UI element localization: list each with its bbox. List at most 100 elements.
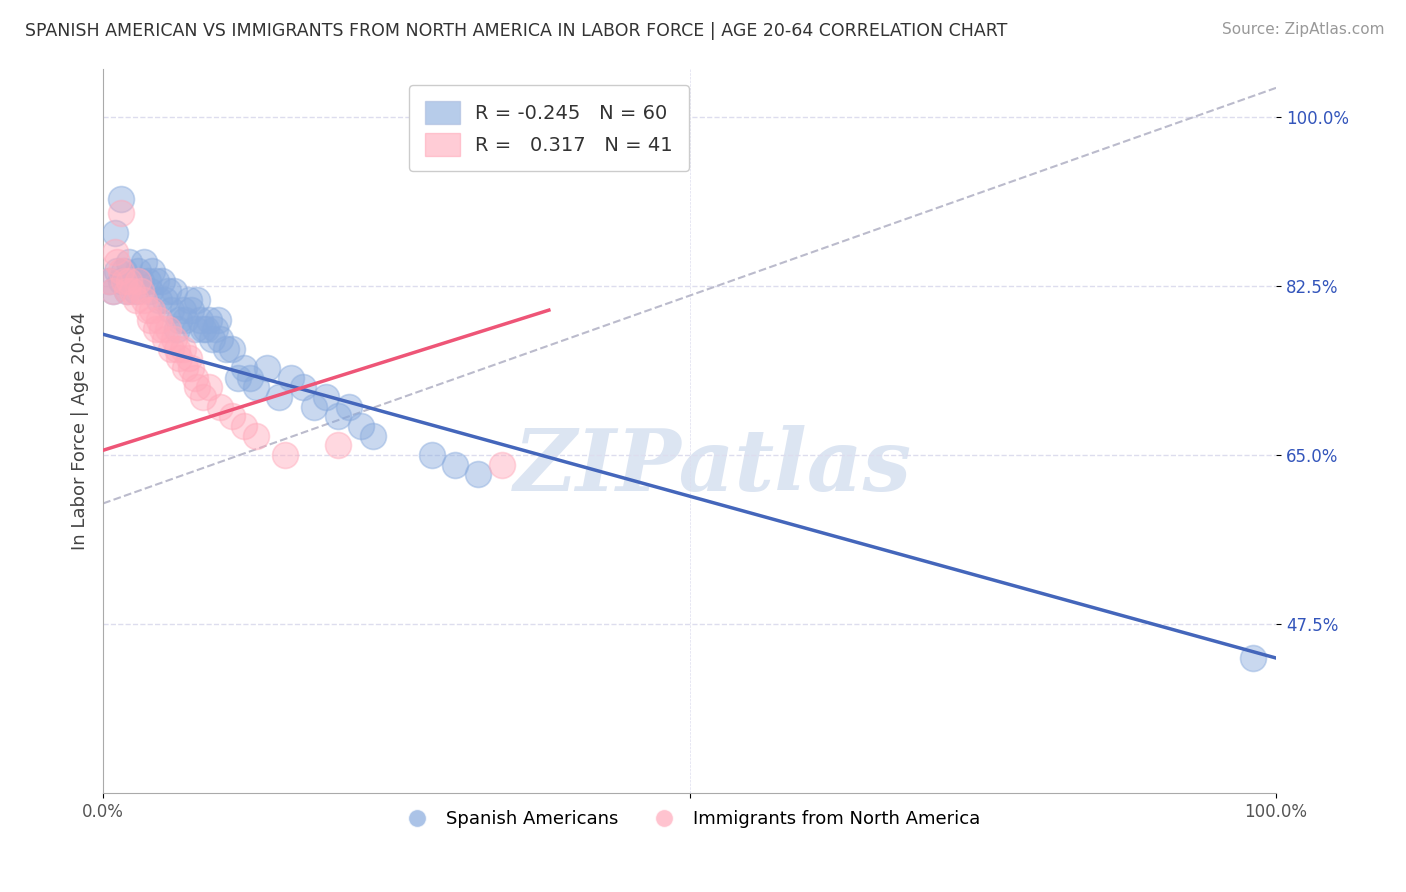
- Point: [118, 255, 141, 269]
- Point: [339, 400, 361, 414]
- Point: [121, 274, 143, 288]
- Point: [315, 390, 337, 404]
- Point: [110, 274, 132, 288]
- Point: [467, 467, 489, 482]
- Point: [112, 274, 135, 288]
- Point: [190, 313, 212, 327]
- Y-axis label: In Labor Force | Age 20-64: In Labor Force | Age 20-64: [72, 312, 89, 550]
- Point: [232, 361, 254, 376]
- Point: [267, 390, 290, 404]
- Point: [191, 390, 214, 404]
- Point: [221, 409, 243, 424]
- Legend: Spanish Americans, Immigrants from North America: Spanish Americans, Immigrants from North…: [392, 803, 987, 835]
- Point: [177, 351, 200, 366]
- Point: [191, 322, 214, 336]
- Point: [162, 332, 184, 346]
- Point: [104, 226, 127, 240]
- Point: [156, 284, 179, 298]
- Point: [174, 361, 197, 376]
- Point: [444, 458, 467, 472]
- Point: [166, 342, 188, 356]
- Point: [201, 332, 224, 346]
- Point: [1241, 651, 1264, 665]
- Point: [160, 342, 183, 356]
- Text: SPANISH AMERICAN VS IMMIGRANTS FROM NORTH AMERICA IN LABOR FORCE | AGE 20-64 COR: SPANISH AMERICAN VS IMMIGRANTS FROM NORT…: [25, 22, 1008, 40]
- Point: [127, 274, 149, 288]
- Point: [145, 274, 167, 288]
- Point: [304, 400, 326, 414]
- Point: [280, 371, 302, 385]
- Point: [145, 322, 167, 336]
- Point: [172, 342, 194, 356]
- Point: [127, 264, 149, 278]
- Point: [141, 264, 163, 278]
- Point: [256, 361, 278, 376]
- Point: [101, 284, 124, 298]
- Point: [326, 438, 349, 452]
- Point: [204, 322, 226, 336]
- Point: [125, 293, 148, 308]
- Point: [136, 303, 159, 318]
- Point: [148, 313, 170, 327]
- Point: [291, 380, 314, 394]
- Point: [491, 458, 513, 472]
- Point: [139, 284, 162, 298]
- Point: [169, 351, 191, 366]
- Point: [180, 361, 202, 376]
- Point: [105, 264, 128, 278]
- Point: [115, 284, 138, 298]
- Point: [361, 429, 384, 443]
- Point: [112, 264, 135, 278]
- Point: [98, 274, 121, 288]
- Point: [197, 313, 219, 327]
- Point: [350, 419, 373, 434]
- Point: [195, 322, 218, 336]
- Point: [174, 313, 197, 327]
- Point: [105, 255, 128, 269]
- Point: [207, 313, 229, 327]
- Point: [101, 284, 124, 298]
- Point: [115, 284, 138, 298]
- Point: [110, 206, 132, 220]
- Point: [183, 322, 205, 336]
- Point: [239, 371, 262, 385]
- Point: [215, 342, 238, 356]
- Point: [226, 371, 249, 385]
- Point: [221, 342, 243, 356]
- Point: [186, 380, 208, 394]
- Point: [326, 409, 349, 424]
- Point: [156, 322, 179, 336]
- Point: [155, 293, 177, 308]
- Text: Source: ZipAtlas.com: Source: ZipAtlas.com: [1222, 22, 1385, 37]
- Point: [118, 274, 141, 288]
- Point: [209, 332, 232, 346]
- Point: [180, 303, 202, 318]
- Point: [121, 284, 143, 298]
- Point: [197, 380, 219, 394]
- Point: [160, 303, 183, 318]
- Point: [274, 448, 297, 462]
- Point: [125, 284, 148, 298]
- Point: [110, 264, 132, 278]
- Point: [166, 322, 188, 336]
- Point: [141, 303, 163, 318]
- Point: [183, 371, 205, 385]
- Point: [420, 448, 443, 462]
- Point: [104, 245, 127, 260]
- Point: [155, 332, 177, 346]
- Point: [232, 419, 254, 434]
- Point: [245, 380, 267, 394]
- Point: [186, 293, 208, 308]
- Point: [129, 274, 152, 288]
- Point: [169, 313, 191, 327]
- Point: [134, 255, 156, 269]
- Point: [150, 322, 173, 336]
- Point: [245, 429, 267, 443]
- Point: [162, 284, 184, 298]
- Point: [98, 274, 121, 288]
- Point: [129, 284, 152, 298]
- Point: [209, 400, 232, 414]
- Point: [139, 313, 162, 327]
- Point: [148, 293, 170, 308]
- Point: [150, 274, 173, 288]
